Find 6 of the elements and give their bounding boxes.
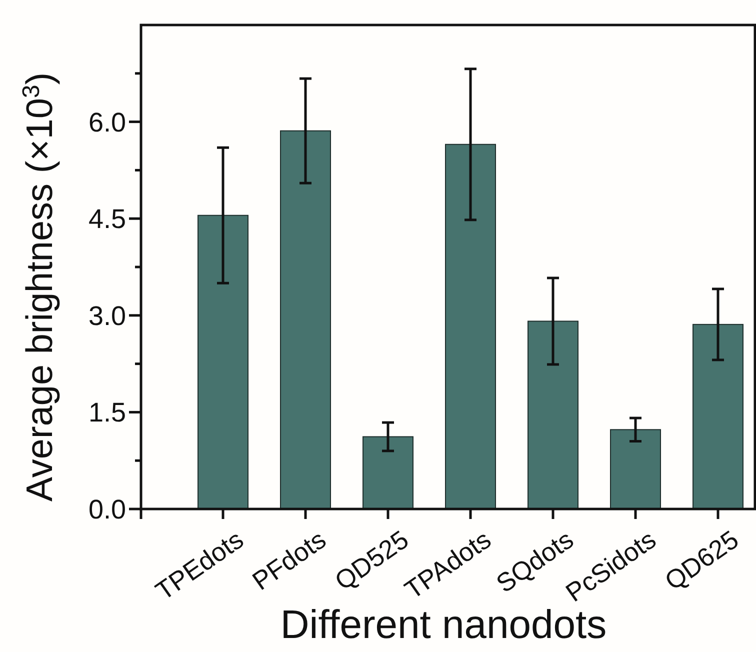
y-tick-label: 1.5: [88, 398, 126, 428]
y-tick-label: 0.0: [88, 494, 126, 524]
x-axis-title: Different nanodots: [280, 603, 607, 647]
y-tick-label: 4.5: [88, 204, 126, 234]
y-tick-label: 6.0: [88, 107, 126, 138]
y-tick-label: 3.0: [88, 300, 126, 331]
